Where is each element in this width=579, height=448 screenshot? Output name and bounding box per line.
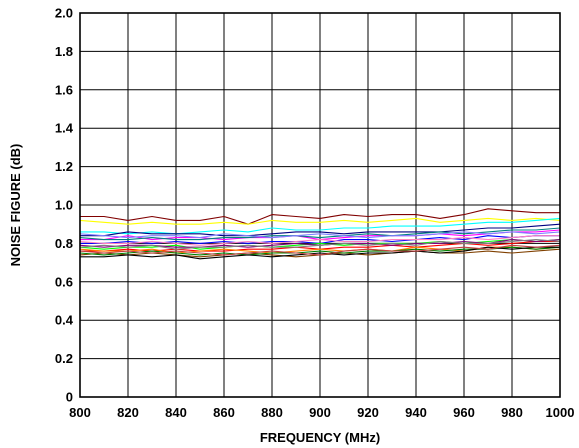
series-line [80, 223, 561, 237]
x-tick-label: 820 [117, 405, 139, 420]
series-line [79, 235, 560, 246]
series-line [80, 208, 560, 225]
series-line [79, 217, 561, 225]
x-tick-label: 900 [309, 405, 331, 420]
series-line [79, 246, 561, 256]
y-axis-label: NOISE FIGURE (dB) [8, 144, 23, 267]
series-line [79, 244, 561, 256]
y-tick-label: 1.2 [55, 159, 73, 174]
x-tick-label: 960 [453, 405, 475, 420]
x-axis-label: FREQUENCY (MHz) [260, 430, 380, 445]
y-tick-label: 1.0 [55, 198, 73, 213]
series-line [79, 231, 561, 239]
y-tick-label: 0.6 [55, 274, 73, 289]
x-tick-label: 1000 [546, 405, 575, 420]
x-tick-label: 840 [165, 405, 187, 420]
x-tick-label: 920 [357, 405, 379, 420]
y-tick-labels: 0 0.2 0.4 0.6 0.8 1.0 1.2 1.4 1.6 1.8 2.0 [55, 6, 74, 405]
x-tick-labels: 800 820 840 860 880 900 920 940 960 980 1000 [69, 405, 574, 420]
x-tick-label: 940 [405, 405, 427, 420]
series-line [80, 217, 561, 235]
y-tick-label: 1.6 [55, 82, 73, 97]
y-tick-label: 1.4 [55, 121, 74, 136]
y-tick-label: 2.0 [55, 6, 73, 21]
x-tick-label: 860 [213, 405, 235, 420]
y-tick-label: 1.8 [55, 44, 73, 59]
x-tick-label: 800 [69, 405, 91, 420]
series-line [79, 227, 561, 241]
x-tick-label: 980 [501, 405, 523, 420]
y-tick-label: 0 [66, 390, 73, 405]
y-tick-label: 0.2 [55, 351, 73, 366]
series-line [79, 239, 561, 250]
x-tick-label: 880 [261, 405, 283, 420]
y-tick-label: 0.8 [55, 236, 73, 251]
grid [80, 13, 560, 397]
plot-frame [79, 12, 561, 398]
series-group [79, 208, 561, 260]
y-tick-label: 0.4 [55, 313, 74, 328]
